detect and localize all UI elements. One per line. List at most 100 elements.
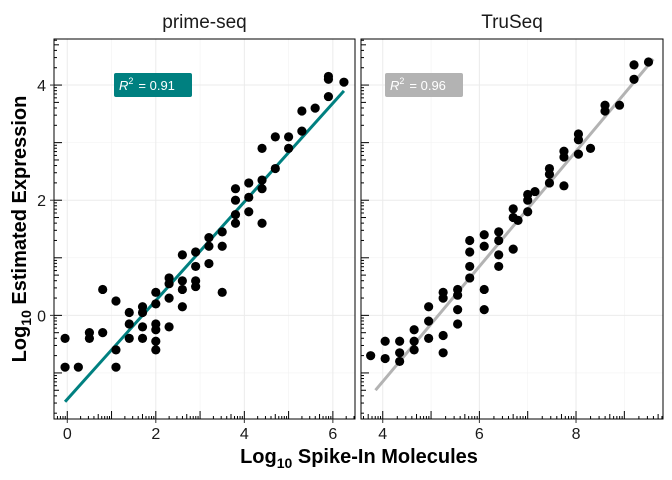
r2-value: = 0.91 bbox=[138, 78, 175, 93]
data-point bbox=[98, 284, 108, 295]
data-point bbox=[84, 333, 95, 343]
data-point bbox=[60, 362, 70, 372]
panel-strip-title: TruSeq bbox=[481, 12, 543, 33]
data-point bbox=[629, 60, 639, 70]
data-point bbox=[409, 336, 419, 346]
data-point bbox=[438, 287, 448, 297]
data-point bbox=[111, 296, 121, 306]
data-point bbox=[98, 328, 108, 338]
r2-superscript: 2 bbox=[399, 76, 404, 86]
x-tick-label: 4 bbox=[378, 426, 387, 443]
data-point bbox=[244, 207, 254, 217]
data-point bbox=[530, 186, 540, 197]
x-tick-label: 8 bbox=[572, 426, 581, 443]
data-point bbox=[465, 261, 475, 272]
data-point bbox=[151, 336, 161, 346]
data-point bbox=[523, 207, 533, 217]
data-point bbox=[513, 215, 523, 225]
r2-badge bbox=[114, 73, 192, 97]
data-point bbox=[137, 322, 148, 332]
data-point bbox=[523, 189, 533, 200]
x-tick-label: 0 bbox=[63, 426, 72, 443]
data-point bbox=[204, 233, 214, 243]
data-point bbox=[366, 351, 376, 361]
data-point bbox=[409, 325, 419, 335]
data-point bbox=[479, 230, 489, 240]
y-axis-title-subscript: 10 bbox=[18, 310, 34, 326]
data-point bbox=[453, 319, 463, 329]
data-point bbox=[164, 322, 174, 332]
data-point bbox=[177, 302, 187, 312]
data-point bbox=[297, 106, 307, 116]
r2-badge-label: R2 = 0.96 bbox=[390, 76, 446, 93]
data-point bbox=[257, 218, 267, 228]
data-point bbox=[124, 333, 134, 343]
data-point bbox=[257, 143, 267, 153]
data-point bbox=[629, 74, 639, 84]
y-axis-title: Log10 Estimated Expression bbox=[9, 96, 34, 363]
data-point bbox=[395, 356, 405, 367]
data-point bbox=[323, 91, 334, 102]
data-point bbox=[508, 204, 518, 214]
data-point bbox=[244, 178, 254, 188]
y-tick-label: 2 bbox=[37, 193, 46, 210]
data-point bbox=[284, 143, 294, 153]
data-point bbox=[191, 247, 201, 257]
data-point bbox=[137, 302, 148, 312]
data-point bbox=[191, 261, 201, 272]
data-point bbox=[204, 258, 214, 269]
data-point bbox=[257, 175, 267, 185]
data-point bbox=[151, 345, 161, 355]
data-point bbox=[73, 362, 83, 372]
data-point bbox=[177, 284, 187, 295]
data-point bbox=[453, 284, 463, 295]
data-point bbox=[424, 316, 434, 326]
data-point bbox=[310, 103, 320, 113]
data-point bbox=[409, 345, 419, 355]
data-point bbox=[204, 241, 214, 251]
data-point bbox=[177, 250, 187, 260]
data-point bbox=[380, 353, 390, 364]
y-axis-title-rest: Estimated Expression bbox=[9, 96, 31, 311]
data-point bbox=[494, 250, 504, 260]
x-tick-label: 6 bbox=[475, 426, 484, 443]
data-point bbox=[270, 132, 280, 142]
data-point bbox=[559, 146, 569, 156]
x-axis-title-subscript: 10 bbox=[277, 455, 293, 471]
x-tick-label: 2 bbox=[151, 426, 160, 443]
panel-border bbox=[360, 38, 664, 420]
data-point bbox=[257, 184, 267, 194]
panel-border bbox=[53, 38, 356, 420]
data-point bbox=[465, 273, 475, 283]
data-point bbox=[151, 299, 161, 309]
data-point bbox=[111, 362, 121, 372]
data-point bbox=[191, 276, 201, 286]
data-point bbox=[164, 293, 174, 303]
data-point bbox=[217, 287, 227, 297]
data-point bbox=[573, 129, 584, 139]
x-tick-label: 4 bbox=[240, 426, 249, 443]
data-point bbox=[494, 227, 504, 237]
data-point bbox=[151, 287, 161, 297]
x-axis-title-base: Log bbox=[240, 446, 277, 468]
data-point bbox=[151, 325, 161, 335]
data-point bbox=[230, 195, 241, 205]
data-point bbox=[124, 307, 134, 318]
data-point bbox=[395, 348, 405, 358]
data-point bbox=[297, 126, 307, 136]
y-tick-label: 4 bbox=[37, 78, 46, 95]
data-point bbox=[544, 178, 555, 188]
panel-background bbox=[54, 39, 355, 419]
panel-strip-title: prime-seq bbox=[162, 12, 246, 33]
data-point bbox=[323, 71, 334, 82]
data-point bbox=[60, 333, 70, 343]
data-point bbox=[230, 218, 241, 228]
y-axis-title-base: Log bbox=[9, 326, 31, 363]
data-point bbox=[494, 261, 504, 272]
data-point bbox=[479, 241, 489, 251]
data-point bbox=[585, 143, 596, 153]
data-point bbox=[230, 184, 241, 194]
data-point bbox=[244, 192, 254, 202]
r2-value: = 0.96 bbox=[409, 78, 446, 93]
